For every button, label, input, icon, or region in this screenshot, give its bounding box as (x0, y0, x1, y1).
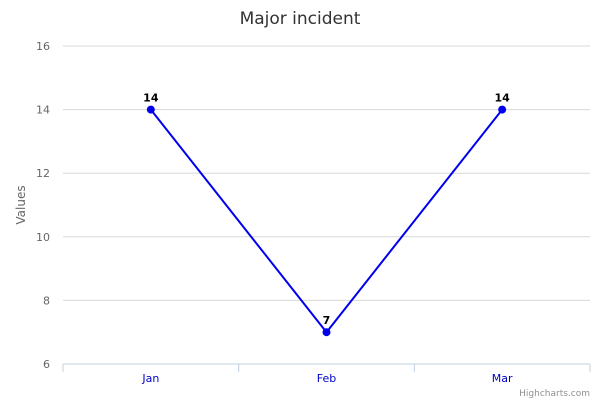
data-label: 7 (323, 314, 331, 327)
x-tick-label: Feb (317, 372, 336, 385)
y-tick-label: 10 (36, 231, 50, 244)
chart-title: Major incident (240, 9, 361, 29)
data-point (146, 105, 155, 114)
y-axis-title: Values (14, 185, 28, 224)
data-label: 14 (495, 92, 511, 105)
series-layer: 14 7 14 (143, 92, 510, 337)
y-axis-ticks: 6 8 10 12 14 16 (36, 40, 50, 371)
series-line (150, 108, 503, 334)
y-tick-label: 16 (36, 40, 50, 53)
y-tick-label: 12 (36, 167, 50, 180)
credits-link[interactable]: Highcharts.com (519, 389, 590, 399)
data-point (498, 105, 507, 114)
x-tick-label: Jan (141, 372, 159, 385)
data-label: 14 (143, 92, 159, 105)
x-tick-label: Mar (492, 372, 513, 385)
data-point (322, 328, 331, 337)
y-tick-label: 8 (43, 294, 50, 307)
y-tick-label: 6 (43, 358, 50, 371)
y-tick-label: 14 (36, 104, 50, 117)
grid-lines (63, 45, 590, 301)
x-axis-ticks: Jan Feb Mar (62, 364, 591, 385)
